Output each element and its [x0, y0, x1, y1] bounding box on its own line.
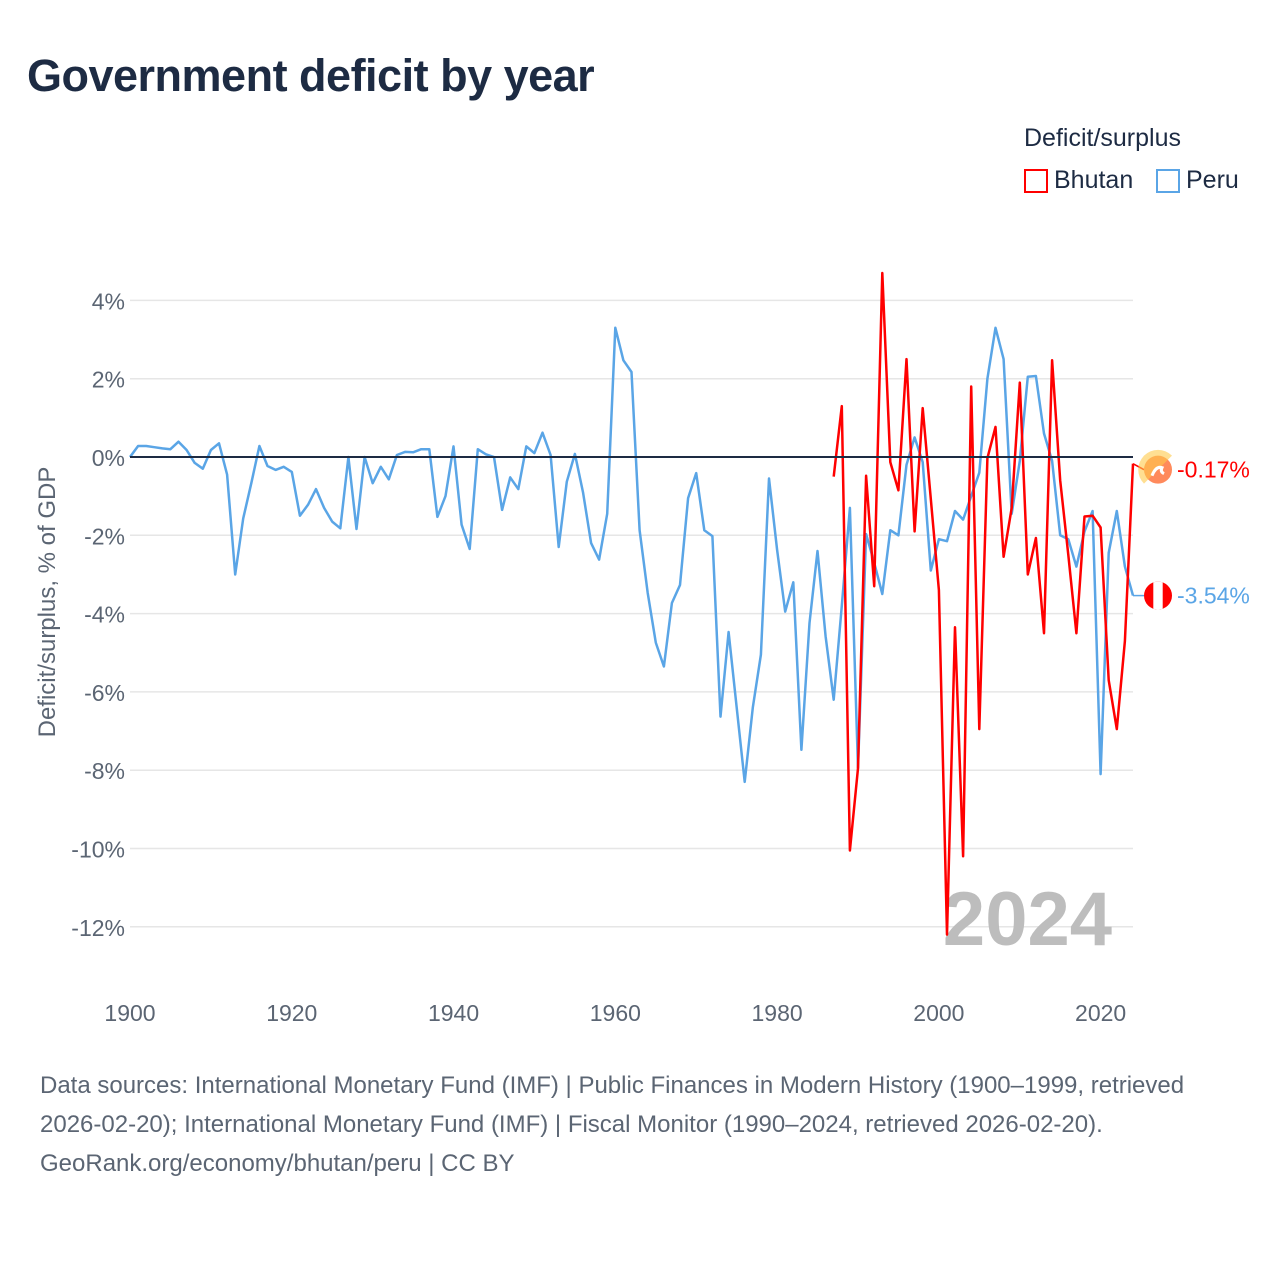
y-tick-label: -12%	[71, 915, 125, 941]
y-tick-label: -10%	[71, 837, 125, 863]
bhutan-flag-icon	[1138, 449, 1172, 484]
x-tick-label: 1940	[428, 1000, 479, 1026]
y-tick-label: -4%	[84, 602, 125, 628]
y-tick-label: -2%	[84, 523, 125, 549]
y-tick-label: -8%	[84, 758, 125, 784]
y-axis-label: Deficit/surplus, % of GDP	[34, 467, 61, 738]
y-tick-label: 0%	[92, 445, 125, 471]
x-tick-label: 2000	[913, 1000, 964, 1026]
end-label-bhutan: -0.17%	[1177, 457, 1250, 483]
series-line-bhutan[interactable]	[832, 271, 1135, 936]
legend-item-peru[interactable]: Peru	[1156, 166, 1239, 195]
legend-label-peru: Peru	[1186, 166, 1239, 194]
x-tick-label: 2020	[1075, 1000, 1126, 1026]
legend-title: Deficit/surplus	[1024, 124, 1181, 152]
x-tick-label: 1920	[266, 1000, 317, 1026]
year-watermark: 2024	[943, 877, 1112, 962]
peru-flag-icon	[1144, 581, 1172, 610]
legend-swatch-bhutan	[1024, 168, 1048, 193]
plot-area: 4% 2% 0% -2% -4% -6% -8% -10% -12% 1900 1920 1940 19…	[34, 271, 1250, 1026]
x-tick-label: 1900	[104, 1000, 155, 1026]
footer: Data sources: International Monetary Fun…	[40, 1066, 1240, 1183]
data-sources: Data sources: International Monetary Fun…	[40, 1072, 1185, 1138]
y-tick-label: -6%	[84, 680, 125, 706]
series-line-peru[interactable]	[128, 326, 1135, 784]
chart-title: Government deficit by year	[27, 50, 595, 101]
legend-swatch-peru	[1156, 168, 1180, 193]
credit-link[interactable]: GeoRank.org/economy/bhutan/peru | CC BY	[40, 1150, 515, 1177]
legend-item-bhutan[interactable]: Bhutan	[1024, 166, 1133, 195]
y-tick-label: 4%	[92, 288, 125, 314]
end-label-peru: -3.54%	[1177, 583, 1250, 609]
x-tick-label: 1960	[590, 1000, 641, 1026]
x-tick-label: 1980	[752, 1000, 803, 1026]
y-tick-label: 2%	[92, 367, 125, 393]
legend-label-bhutan: Bhutan	[1054, 166, 1134, 194]
